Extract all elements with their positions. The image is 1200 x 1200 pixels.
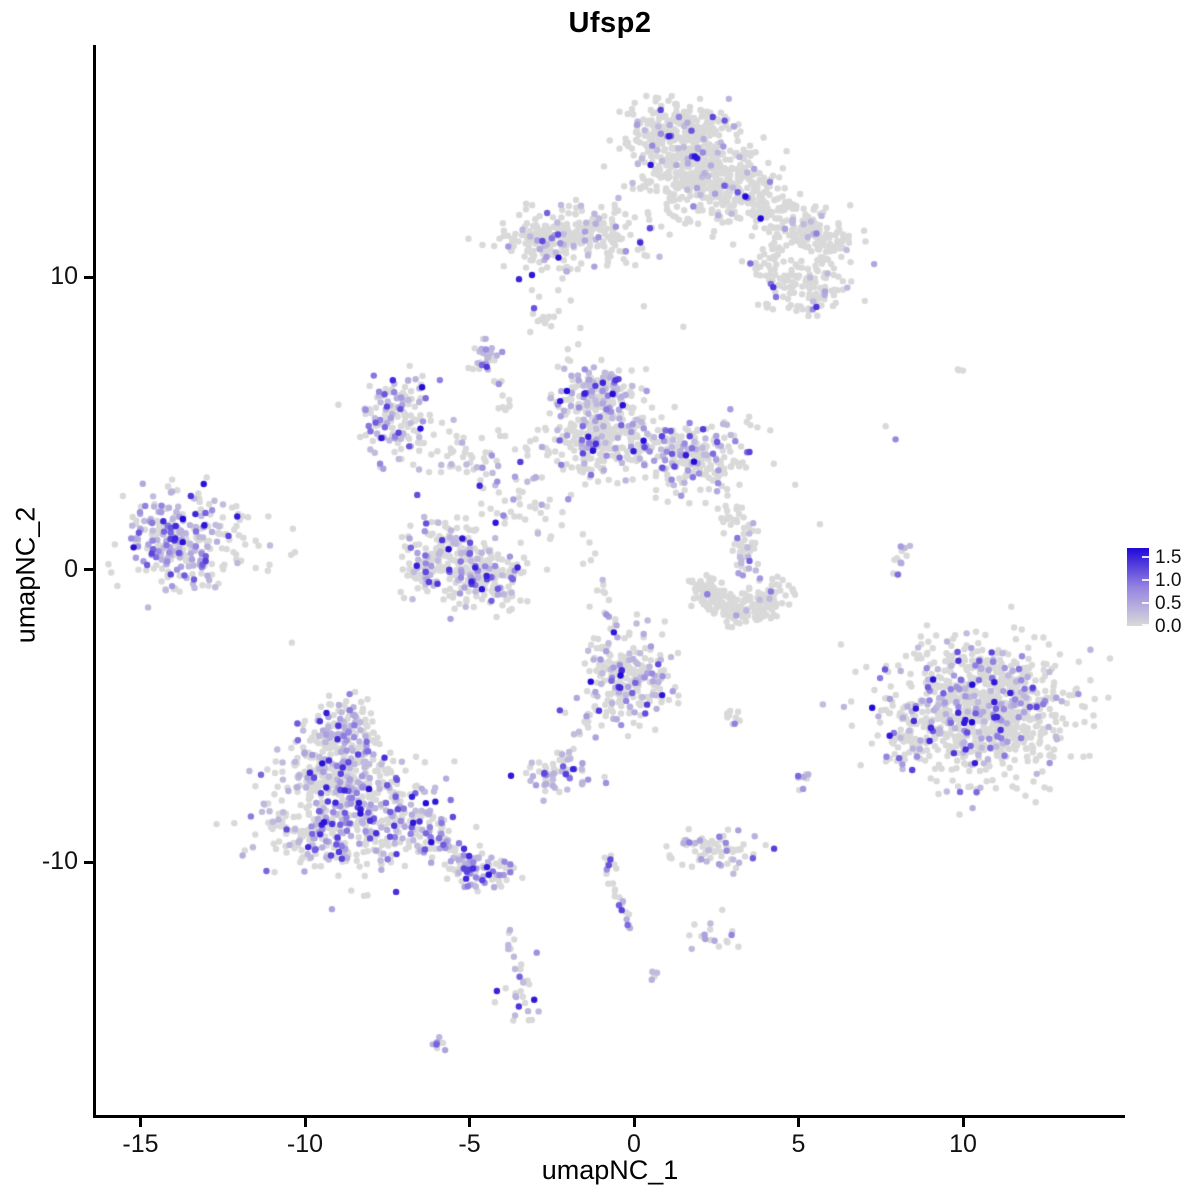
x-tick-mark <box>468 1118 471 1127</box>
x-tick-label: -10 <box>286 1130 324 1158</box>
y-axis-title: umapNC_2 <box>10 506 41 644</box>
x-tick-label: -5 <box>458 1130 481 1158</box>
legend-tick <box>1142 579 1149 582</box>
legend-tick <box>1142 624 1149 626</box>
legend-value-label: 1.0 <box>1155 569 1182 591</box>
x-axis-line <box>93 1115 1125 1118</box>
y-tick-mark <box>84 568 93 571</box>
legend-value-label: 1.5 <box>1155 546 1182 568</box>
expression-legend: 1.5 1.0 0.5 0.0 <box>1127 546 1200 637</box>
y-axis-line <box>93 45 96 1118</box>
y-tick-label: -10 <box>41 847 78 875</box>
scatter-points-canvas <box>95 45 1125 1115</box>
plot-panel <box>95 45 1125 1115</box>
legend-tick <box>1142 556 1149 559</box>
x-tick-label: 5 <box>791 1130 806 1158</box>
x-tick-mark <box>632 1118 636 1127</box>
x-tick-mark <box>797 1118 800 1127</box>
x-tick-label: -15 <box>122 1130 159 1158</box>
x-tick-mark <box>139 1118 142 1127</box>
y-tick-mark <box>84 275 93 279</box>
legend-colorbar <box>1127 548 1149 626</box>
y-tick-mark <box>84 860 93 864</box>
y-tick-label: 0 <box>64 554 78 583</box>
x-tick-label: 0 <box>627 1130 641 1158</box>
x-tick-mark <box>303 1118 307 1127</box>
legend-tick <box>1142 602 1149 605</box>
x-tick-label: 10 <box>949 1130 977 1158</box>
x-tick-mark <box>961 1118 965 1127</box>
x-axis-title: umapNC_1 <box>541 1155 679 1185</box>
y-tick-label: 10 <box>50 262 78 290</box>
legend-value-label: 0.0 <box>1155 615 1182 637</box>
plot-title: Ufsp2 <box>568 7 652 39</box>
legend-value-label: 0.5 <box>1155 592 1182 614</box>
